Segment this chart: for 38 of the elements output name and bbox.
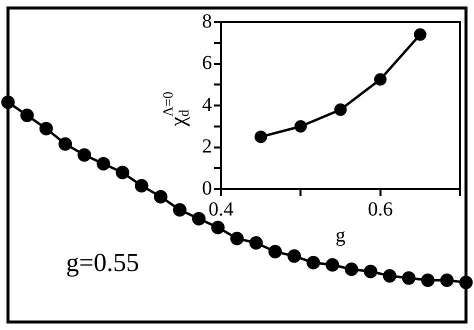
point [230, 232, 244, 246]
point [39, 122, 53, 136]
y-axis-title: χdΛ=0 [162, 92, 193, 128]
point [58, 137, 72, 151]
point [288, 249, 301, 263]
point [440, 273, 454, 287]
point [306, 256, 320, 270]
y-tick-label: 8 [202, 10, 212, 32]
point [192, 212, 206, 226]
point [173, 203, 186, 217]
point [382, 269, 396, 283]
point [294, 120, 307, 133]
point [254, 130, 268, 144]
point [344, 262, 358, 276]
point [402, 271, 416, 285]
point [364, 264, 378, 278]
point [78, 148, 92, 162]
point [421, 273, 435, 287]
y-tick-label: 2 [202, 136, 212, 158]
x-tick-label: 0.4 [208, 198, 234, 220]
point [334, 103, 347, 116]
y-tick-label: 4 [202, 94, 212, 116]
point [96, 156, 110, 170]
point [268, 244, 282, 258]
point [374, 73, 387, 86]
point [326, 258, 340, 272]
annotation: g=0.55 [66, 248, 140, 277]
y-tick-label: 0 [202, 177, 212, 200]
point [20, 108, 34, 122]
point [249, 236, 263, 250]
point [116, 166, 130, 180]
point [211, 220, 225, 234]
y-tick-label: 6 [202, 52, 212, 74]
x-axis-title: g [336, 224, 346, 246]
point [134, 178, 148, 192]
point [414, 28, 426, 41]
x-tick-label: 0.6 [368, 198, 393, 220]
point [154, 190, 168, 204]
